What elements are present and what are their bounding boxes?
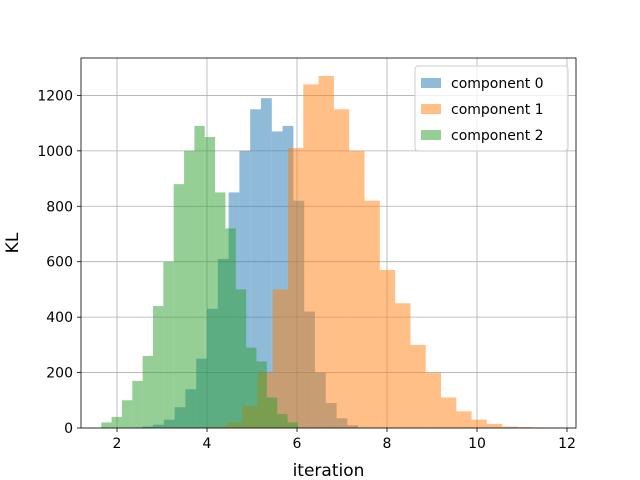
y-tick-label: 400 (46, 310, 73, 326)
histogram-bar (303, 84, 319, 428)
y-axis-label: KL (3, 232, 23, 253)
histogram-bar (121, 400, 133, 428)
legend-swatch (421, 130, 441, 140)
series-1 (211, 76, 564, 429)
series-2 (101, 125, 298, 428)
histogram-bar (425, 372, 441, 428)
legend: component 0 component 1 component 2 (414, 65, 569, 152)
histogram-bar (272, 289, 288, 428)
histogram-bar (246, 347, 257, 428)
legend-swatch (421, 104, 441, 114)
legend-label: component 2 (451, 128, 544, 144)
x-tick-label: 2 (113, 436, 122, 452)
histogram-bar (235, 289, 247, 428)
y-tick-label: 1000 (37, 144, 73, 160)
histogram-bar (441, 397, 457, 428)
histogram-bar (410, 344, 426, 428)
y-tick-label: 800 (46, 199, 73, 215)
legend-label: component 0 (451, 76, 544, 92)
histogram-bar (502, 426, 518, 428)
plot-area-frame (80, 57, 577, 429)
histogram-bar (318, 76, 334, 428)
x-tick-label: 10 (468, 436, 486, 452)
histogram-bar (204, 136, 216, 428)
histogram-bar (456, 411, 472, 428)
legend-label: component 1 (451, 102, 544, 118)
histogram-bar (184, 150, 195, 428)
histogram-bar (333, 109, 350, 428)
histogram-bar (101, 422, 112, 428)
histogram-bar (256, 361, 267, 428)
histogram-bar (194, 125, 205, 428)
y-tick-label: 600 (46, 255, 73, 271)
histogram-bar (173, 184, 185, 428)
histogram-bar (225, 228, 236, 428)
histogram-bar (471, 419, 487, 428)
histogram-bar (163, 261, 174, 428)
histogram-bar (277, 414, 288, 428)
axis-ticks: 2 4 6 8 10 12 0 200 400 600 800 1000 1200 (37, 88, 576, 452)
histogram-bar (111, 416, 122, 428)
histogram-bar (266, 397, 278, 428)
histogram-bar (379, 270, 396, 428)
x-tick-label: 8 (383, 436, 392, 452)
x-tick-label: 6 (293, 436, 302, 452)
histogram-bar (288, 148, 304, 429)
histogram-bar (261, 98, 272, 429)
x-tick-label: 12 (558, 436, 576, 452)
y-tick-label: 1200 (37, 88, 73, 104)
histogram-bar (142, 355, 153, 428)
legend-swatch (421, 78, 441, 88)
histogram-bar (349, 150, 365, 428)
y-tick-label: 200 (46, 366, 73, 382)
histogram-bar (215, 192, 226, 428)
histogram-bar (395, 303, 411, 428)
histogram-bar (287, 422, 298, 428)
histogram-bar (132, 380, 143, 428)
histogram-bar (271, 131, 283, 429)
histogram-bar (364, 200, 380, 428)
x-tick-label: 4 (203, 436, 212, 452)
histogram-bar (153, 306, 164, 428)
y-tick-label: 0 (64, 421, 73, 437)
x-axis-label: iteration (293, 461, 365, 480)
histogram-bar (486, 423, 503, 428)
legend-box (414, 65, 569, 152)
histogram-bar (250, 109, 261, 428)
histogram-bar (517, 427, 533, 428)
histogram-bars (101, 76, 564, 429)
